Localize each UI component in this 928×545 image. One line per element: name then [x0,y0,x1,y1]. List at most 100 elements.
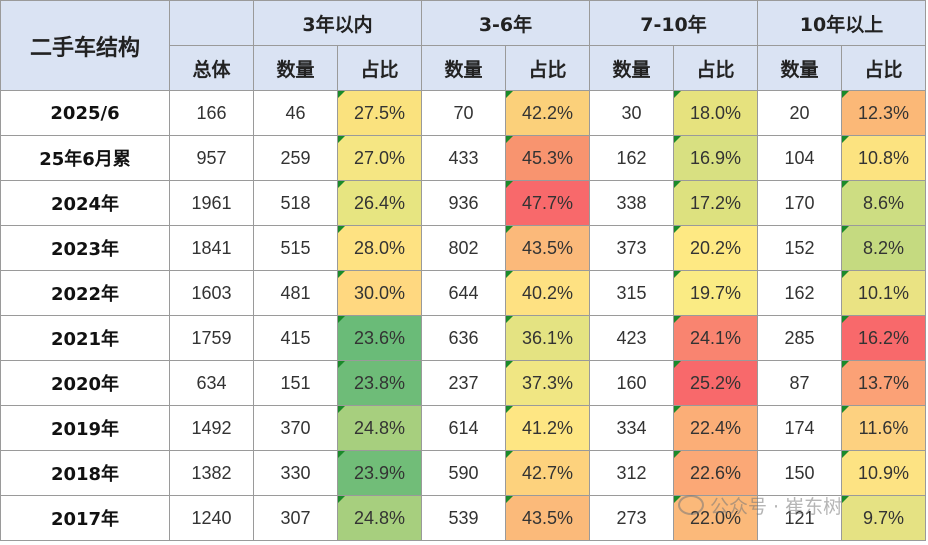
count-cell: 237 [421,360,506,406]
share-header: 占比 [337,45,422,91]
total-cell: 1841 [169,225,254,271]
count-cell: 162 [589,135,674,181]
share-cell: 25.2% [673,360,758,406]
share-cell: 37.3% [505,360,590,406]
group-header-3-6: 3-6年 [421,0,590,46]
share-cell: 42.7% [505,450,590,496]
count-cell: 170 [757,180,842,226]
share-cell: 10.9% [841,450,926,496]
share-cell: 27.5% [337,90,422,136]
share-cell: 36.1% [505,315,590,361]
count-header: 数量 [589,45,674,91]
share-cell: 8.6% [841,180,926,226]
count-cell: 312 [589,450,674,496]
share-cell: 24.8% [337,495,422,541]
total-cell: 957 [169,135,254,181]
count-cell: 259 [253,135,338,181]
count-cell: 46 [253,90,338,136]
count-cell: 415 [253,315,338,361]
table-row: 2025/6 166 46 27.5% 70 42.2% 30 18.0% 20 12.3% [0,90,926,136]
count-cell: 338 [589,180,674,226]
share-cell: 16.9% [673,135,758,181]
group-header-0-3: 3年以内 [253,0,422,46]
table-row: 25年6月累 957 259 27.0% 433 45.3% 162 16.9% 104 10.8… [0,135,926,181]
total-cell: 1961 [169,180,254,226]
count-cell: 20 [757,90,842,136]
count-header: 数量 [421,45,506,91]
table-row: 2020年 634 151 23.8% 237 37.3% 160 25.2% 87 13.7% [0,360,926,406]
count-cell: 104 [757,135,842,181]
count-cell: 334 [589,405,674,451]
share-cell: 28.0% [337,225,422,271]
share-cell: 22.0% [673,495,758,541]
share-cell: 8.2% [841,225,926,271]
share-cell: 41.2% [505,405,590,451]
count-cell: 370 [253,405,338,451]
share-cell: 43.5% [505,495,590,541]
count-cell: 590 [421,450,506,496]
row-label: 2024年 [0,180,170,226]
share-cell: 22.4% [673,405,758,451]
share-cell: 11.6% [841,405,926,451]
row-label: 2021年 [0,315,170,361]
count-cell: 307 [253,495,338,541]
share-cell: 18.0% [673,90,758,136]
share-cell: 20.2% [673,225,758,271]
total-cell: 634 [169,360,254,406]
count-cell: 644 [421,270,506,316]
count-cell: 423 [589,315,674,361]
share-cell: 40.2% [505,270,590,316]
count-header: 数量 [757,45,842,91]
count-cell: 614 [421,405,506,451]
count-cell: 174 [757,405,842,451]
row-label: 2020年 [0,360,170,406]
share-cell: 26.4% [337,180,422,226]
count-cell: 273 [589,495,674,541]
table-row: 2017年 1240 307 24.8% 539 43.5% 273 22.0% 121 9.7% [0,495,926,541]
count-cell: 150 [757,450,842,496]
share-cell: 30.0% [337,270,422,316]
share-cell: 27.0% [337,135,422,181]
count-cell: 70 [421,90,506,136]
row-label: 2019年 [0,405,170,451]
table-row: 2023年 1841 515 28.0% 802 43.5% 373 20.2% 152 8.2% [0,225,926,271]
count-header: 数量 [253,45,338,91]
share-cell: 47.7% [505,180,590,226]
count-cell: 515 [253,225,338,271]
count-cell: 373 [589,225,674,271]
share-header: 占比 [505,45,590,91]
share-cell: 10.8% [841,135,926,181]
table-row: 2019年 1492 370 24.8% 614 41.2% 334 22.4% 174 11.6… [0,405,926,451]
count-cell: 636 [421,315,506,361]
count-cell: 87 [757,360,842,406]
table-body: 2025/6 166 46 27.5% 70 42.2% 30 18.0% 20 12.3% 25年… [0,90,926,541]
group-header-10plus: 10年以上 [757,0,926,46]
count-cell: 160 [589,360,674,406]
table-row: 2022年 1603 481 30.0% 644 40.2% 315 19.7% 162 10.1… [0,270,926,316]
count-cell: 433 [421,135,506,181]
share-cell: 23.9% [337,450,422,496]
row-label: 2025/6 [0,90,170,136]
total-cell: 1603 [169,270,254,316]
share-cell: 22.6% [673,450,758,496]
total-header-spacer [169,0,254,46]
count-cell: 518 [253,180,338,226]
share-cell: 12.3% [841,90,926,136]
share-cell: 42.2% [505,90,590,136]
total-cell: 1492 [169,405,254,451]
share-cell: 24.1% [673,315,758,361]
row-label: 2023年 [0,225,170,271]
count-cell: 121 [757,495,842,541]
count-cell: 30 [589,90,674,136]
share-cell: 16.2% [841,315,926,361]
row-label: 2018年 [0,450,170,496]
row-label: 2022年 [0,270,170,316]
count-cell: 539 [421,495,506,541]
total-cell: 166 [169,90,254,136]
table-row: 2021年 1759 415 23.6% 636 36.1% 423 24.1% 285 16.2… [0,315,926,361]
count-cell: 151 [253,360,338,406]
row-label: 25年6月累 [0,135,170,181]
share-cell: 9.7% [841,495,926,541]
share-cell: 10.1% [841,270,926,316]
